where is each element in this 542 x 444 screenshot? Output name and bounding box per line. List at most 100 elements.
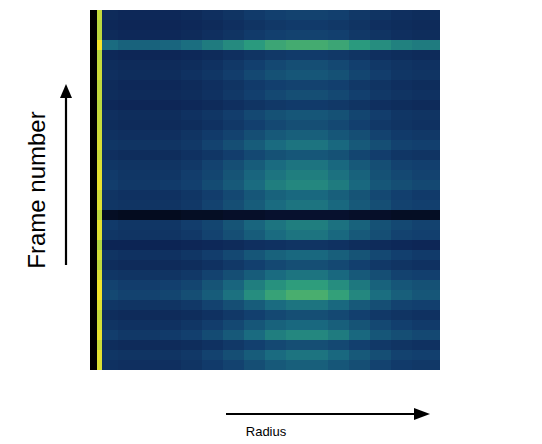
heatmap-cell: [160, 120, 181, 130]
heatmap-cell: [265, 260, 286, 270]
heatmap-cell: [90, 300, 97, 310]
heatmap-cell: [286, 280, 307, 290]
heatmap-cell: [244, 80, 265, 90]
heatmap-cell: [286, 300, 307, 310]
heatmap-cell: [160, 130, 181, 140]
heatmap-cell: [139, 50, 160, 60]
heatmap-cell: [139, 310, 160, 320]
heatmap-cell: [244, 330, 265, 340]
x-arrow-head: [414, 408, 430, 420]
heatmap-cell: [223, 340, 244, 350]
heatmap-cell: [223, 40, 244, 50]
heatmap-cell: [118, 340, 139, 350]
heatmap-cell: [349, 220, 370, 230]
heatmap-cell: [265, 140, 286, 150]
heatmap-cell: [412, 160, 440, 170]
heatmap-cell: [412, 340, 440, 350]
heatmap-cell: [90, 320, 97, 330]
heatmap-cell: [286, 340, 307, 350]
heatmap-cell: [244, 280, 265, 290]
heatmap-cell: [412, 350, 440, 360]
heatmap-cell: [223, 200, 244, 210]
heatmap-cell: [265, 160, 286, 170]
heatmap-cell: [244, 130, 265, 140]
heatmap-cell: [202, 120, 223, 130]
heatmap-cell: [102, 240, 118, 250]
heatmap-cell: [181, 360, 202, 370]
heatmap-cell: [412, 50, 440, 60]
heatmap-cell: [90, 20, 97, 30]
heatmap-cell: [349, 180, 370, 190]
heatmap-cell: [244, 90, 265, 100]
heatmap-cell: [118, 160, 139, 170]
heatmap-cell: [223, 150, 244, 160]
heatmap-cell: [244, 360, 265, 370]
heatmap-cell: [223, 350, 244, 360]
heatmap-cell: [391, 260, 412, 270]
heatmap-cell: [102, 100, 118, 110]
heatmap-cell: [118, 260, 139, 270]
heatmap-cell: [412, 330, 440, 340]
heatmap-cell: [90, 100, 97, 110]
heatmap-cell: [412, 70, 440, 80]
heatmap-cell: [97, 190, 103, 200]
heatmap-cell: [181, 90, 202, 100]
heatmap-cell: [244, 350, 265, 360]
heatmap-cell: [370, 230, 391, 240]
heatmap-cell: [328, 10, 349, 20]
heatmap-cell: [202, 320, 223, 330]
heatmap-cell: [97, 50, 103, 60]
heatmap-cell: [265, 350, 286, 360]
heatmap-cell: [102, 180, 118, 190]
heatmap-cell: [118, 110, 139, 120]
heatmap-cell: [97, 130, 103, 140]
heatmap-cell: [102, 20, 118, 30]
heatmap-cell: [412, 60, 440, 70]
heatmap-cell: [118, 60, 139, 70]
heatmap-cell: [202, 210, 223, 220]
heatmap-cell: [349, 200, 370, 210]
heatmap-cell: [97, 100, 103, 110]
heatmap-cell: [412, 260, 440, 270]
heatmap-cell: [160, 90, 181, 100]
heatmap-cell: [160, 160, 181, 170]
heatmap-cell: [102, 60, 118, 70]
heatmap-cell: [139, 70, 160, 80]
heatmap-cell: [181, 10, 202, 20]
heatmap-cell: [202, 150, 223, 160]
heatmap-cell: [118, 170, 139, 180]
heatmap-cell: [139, 60, 160, 70]
heatmap-cell: [265, 280, 286, 290]
heatmap-cell: [412, 310, 440, 320]
heatmap-cell: [286, 190, 307, 200]
heatmap-cell: [370, 60, 391, 70]
heatmap-cell: [370, 100, 391, 110]
heatmap-cell: [286, 200, 307, 210]
heatmap-cell: [349, 300, 370, 310]
heatmap-cell: [307, 360, 328, 370]
heatmap-cell: [286, 10, 307, 20]
heatmap-cell: [391, 10, 412, 20]
heatmap-cell: [223, 360, 244, 370]
heatmap-cell: [307, 140, 328, 150]
heatmap-cell: [181, 280, 202, 290]
heatmap-cell: [202, 90, 223, 100]
heatmap-cell: [244, 250, 265, 260]
heatmap-cell: [391, 300, 412, 310]
heatmap-cell: [223, 290, 244, 300]
heatmap-cell: [202, 350, 223, 360]
heatmap-cell: [265, 120, 286, 130]
heatmap-cell: [328, 50, 349, 60]
heatmap-cell: [286, 270, 307, 280]
heatmap-cell: [265, 300, 286, 310]
heatmap-cell: [90, 350, 97, 360]
heatmap-cell: [349, 340, 370, 350]
heatmap-cell: [391, 340, 412, 350]
heatmap-cell: [307, 30, 328, 40]
heatmap-cell: [139, 250, 160, 260]
heatmap-cell: [286, 30, 307, 40]
heatmap-cell: [286, 20, 307, 30]
heatmap-cell: [328, 60, 349, 70]
heatmap-cell: [139, 130, 160, 140]
heatmap-cell: [223, 180, 244, 190]
